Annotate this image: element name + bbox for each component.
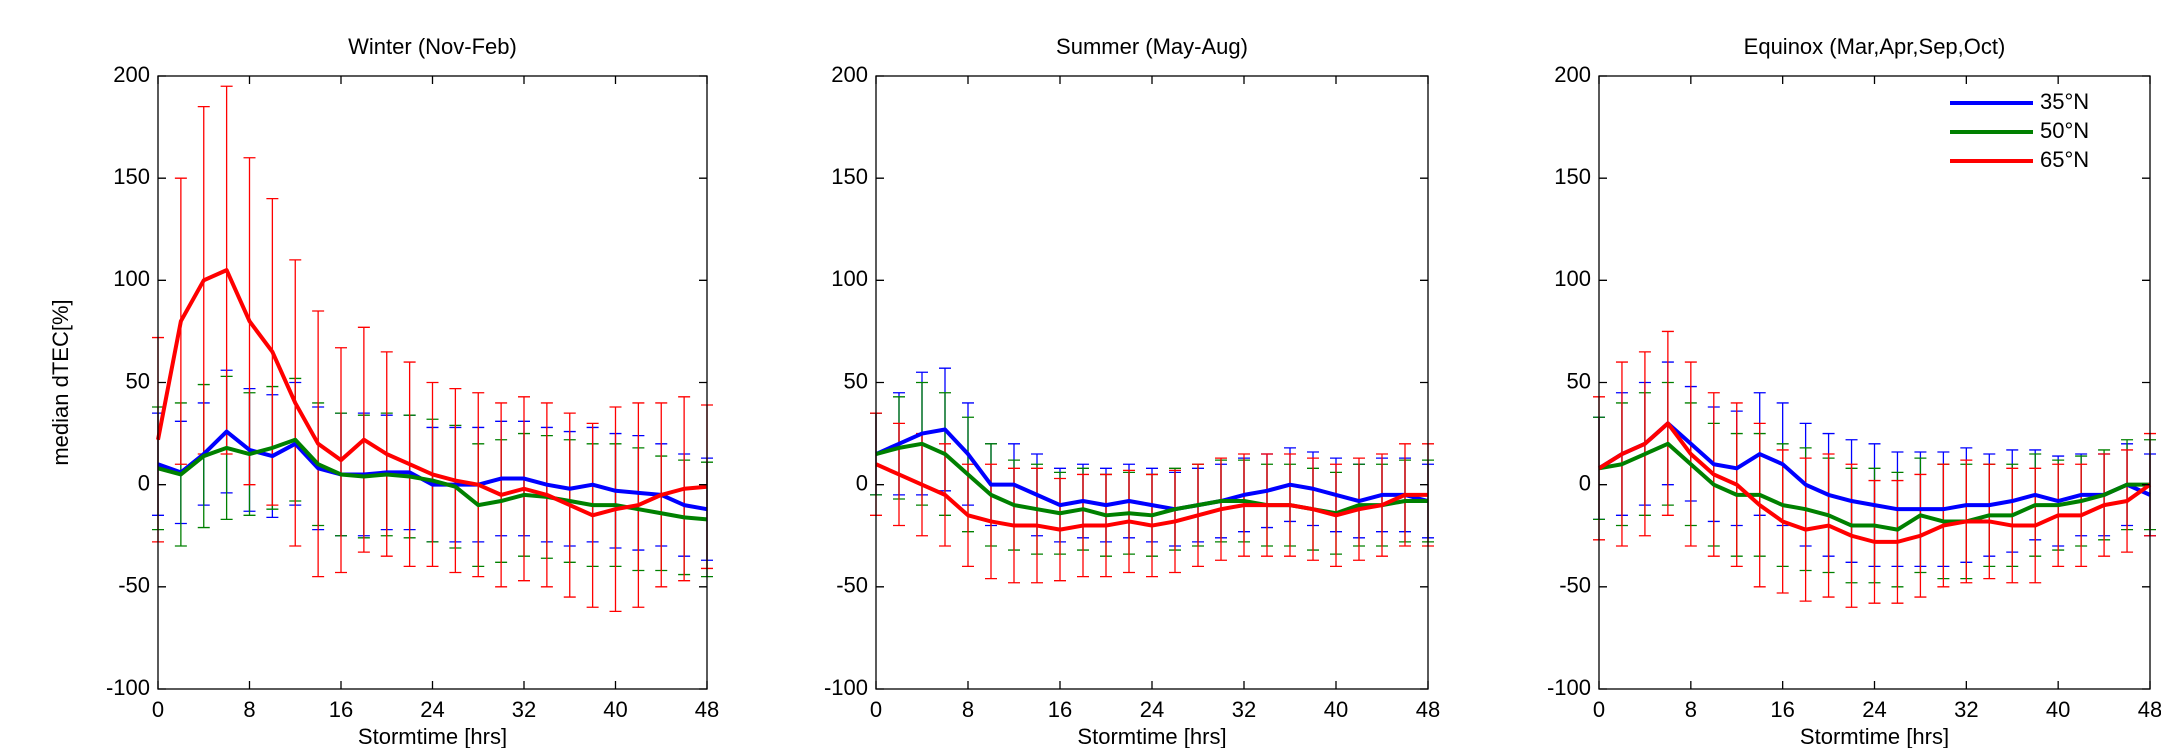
x-tick-label: 0	[870, 697, 882, 722]
x-tick-label: 40	[1324, 697, 1348, 722]
y-tick-label: 50	[844, 368, 868, 393]
x-axis-label: Stormtime [hrs]	[1800, 724, 1949, 748]
y-tick-label: 150	[831, 164, 868, 189]
y-axis-label: median dTEC[%]	[48, 299, 73, 465]
median-line	[875, 462, 1428, 532]
y-tick-label: 200	[1554, 62, 1591, 87]
median-line	[156, 268, 708, 518]
y-tick-label: 100	[831, 266, 868, 291]
panel-title: Summer (May-Aug)	[1056, 34, 1248, 59]
y-tick-label: -100	[824, 675, 868, 700]
median-line	[875, 427, 1429, 512]
y-tick-label: -50	[836, 573, 868, 598]
x-axis-label: Stormtime [hrs]	[1077, 724, 1226, 748]
panel-title: Equinox (Mar,Apr,Sep,Oct)	[1744, 34, 2006, 59]
y-tick-label: 0	[856, 470, 868, 495]
y-tick-label: 50	[126, 368, 150, 393]
panel: Equinox (Mar,Apr,Sep,Oct) Stormtime [hrs]…	[1547, 34, 2161, 748]
y-tick-label: 0	[1579, 470, 1591, 495]
y-tick-label: 100	[1554, 266, 1591, 291]
x-tick-label: 48	[695, 697, 719, 722]
x-tick-label: 40	[2046, 697, 2070, 722]
x-tick-label: 0	[152, 697, 164, 722]
y-tick-label: 50	[1567, 368, 1591, 393]
y-tick-label: 200	[831, 62, 868, 87]
legend-label: 65°N	[2040, 147, 2089, 172]
y-tick-label: 0	[138, 470, 150, 495]
median-line	[1597, 421, 2152, 544]
axes-frame	[875, 75, 1429, 690]
x-axis-label: Stormtime [hrs]	[358, 724, 507, 748]
y-tick-label: -100	[106, 675, 150, 700]
x-tick-label: 16	[1048, 697, 1072, 722]
x-tick-label: 16	[329, 697, 353, 722]
x-tick-label: 24	[1862, 697, 1886, 722]
x-tick-label: 8	[1685, 697, 1697, 722]
x-tick-label: 32	[1954, 697, 1978, 722]
x-tick-label: 32	[1232, 697, 1256, 722]
x-tick-label: 24	[1140, 697, 1164, 722]
panel: Summer (May-Aug) Stormtime [hrs] 0 8 16 24 32 4…	[824, 34, 1440, 748]
x-tick-label: 8	[962, 697, 974, 722]
axes-frame	[157, 75, 708, 690]
y-tick-label: 100	[113, 266, 150, 291]
y-tick-label: 150	[1554, 164, 1591, 189]
x-tick-label: 40	[603, 697, 627, 722]
y-tick-label: 200	[113, 62, 150, 87]
x-tick-label: 48	[1416, 697, 1440, 722]
y-tick-label: -100	[1547, 675, 1591, 700]
median-line	[157, 429, 708, 512]
x-tick-label: 8	[243, 697, 255, 722]
legend-label: 35°N	[2040, 89, 2089, 114]
x-tick-label: 0	[1593, 697, 1605, 722]
y-tick-label: -50	[118, 573, 150, 598]
legend-label: 50°N	[2040, 118, 2089, 143]
x-tick-label: 48	[2138, 697, 2161, 722]
x-tick-label: 32	[512, 697, 536, 722]
panel: Winter (Nov-Feb) Stormtime [hrs] median dT…	[48, 34, 719, 748]
y-tick-label: -50	[1559, 573, 1591, 598]
median-line	[1597, 421, 2151, 512]
x-tick-label: 24	[420, 697, 444, 722]
y-tick-label: 150	[113, 164, 150, 189]
x-tick-label: 16	[1770, 697, 1794, 722]
median-line	[1598, 441, 2150, 532]
axes-frame	[1598, 75, 2151, 690]
median-line	[157, 437, 708, 522]
panel-title: Winter (Nov-Feb)	[348, 34, 517, 59]
